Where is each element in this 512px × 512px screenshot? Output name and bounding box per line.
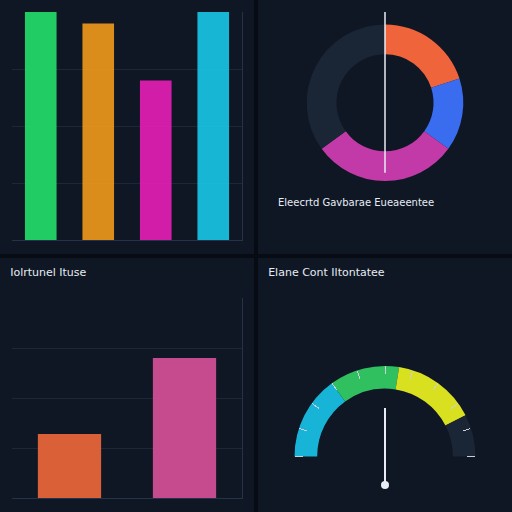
svg-text:Eleecrtd Gavbarae Eueaeentee: Eleecrtd Gavbarae Eueaeentee <box>278 197 434 208</box>
svg-text:Elane Cont Iltontatee: Elane Cont Iltontatee <box>268 266 385 279</box>
svg-text:Iolrtunel Ituse: Iolrtunel Ituse <box>10 266 86 279</box>
